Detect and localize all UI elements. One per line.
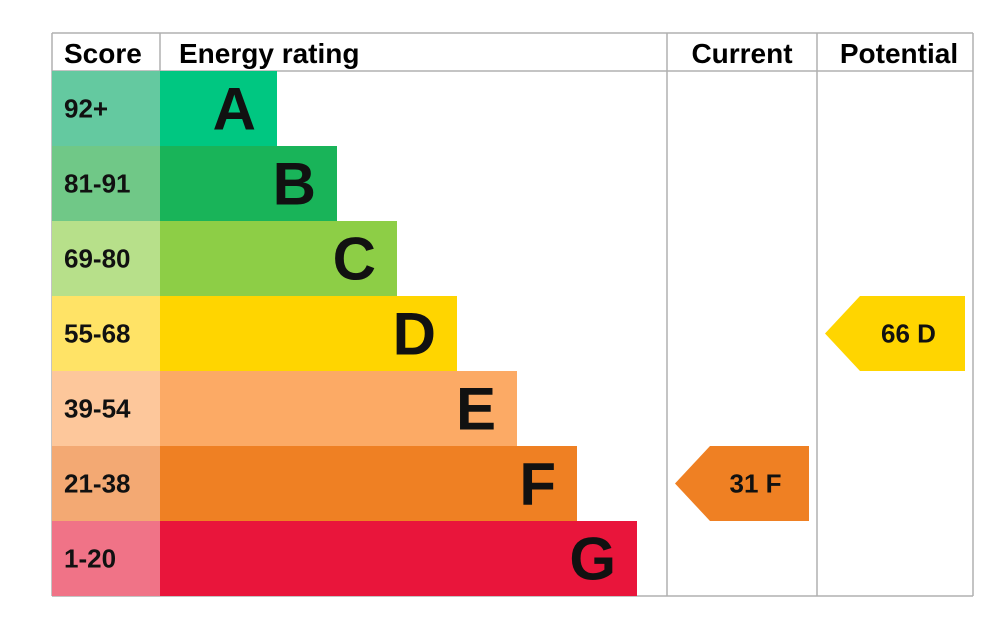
band-letter-g: G: [569, 526, 616, 593]
score-cell-g: [52, 521, 160, 596]
band-bar-b: [160, 146, 337, 221]
header-potential: Potential: [840, 38, 958, 69]
band-letter-b: B: [273, 151, 316, 218]
score-label-f: 21-38: [64, 469, 131, 499]
band-bar-d: [160, 296, 457, 371]
current-arrow: [675, 446, 809, 521]
band-letter-d: D: [393, 301, 436, 368]
band-bar-e: [160, 371, 517, 446]
score-label-e: 39-54: [64, 394, 131, 424]
score-label-d: 55-68: [64, 319, 131, 349]
band-letter-a: A: [213, 76, 256, 143]
potential-arrow: [825, 296, 965, 371]
band-letter-f: F: [519, 451, 556, 518]
score-cell-f: [52, 446, 160, 521]
band-bar-g: [160, 521, 637, 596]
band-bar-f: [160, 446, 577, 521]
rating-arrows: 31 F 66 D: [675, 296, 965, 521]
header-score: Score: [64, 38, 142, 69]
table-header: Score Energy rating Current Potential: [64, 38, 958, 69]
rating-bands: 92+ A 81-91 B 69-80 C 55-68 D 39-54 E 21-38 F 1-20 G: [52, 71, 637, 596]
band-letter-e: E: [456, 376, 496, 443]
band-bar-c: [160, 221, 397, 296]
header-current: Current: [691, 38, 792, 69]
potential-rating-label: 66 D: [881, 319, 936, 349]
score-label-a: 92+: [64, 94, 108, 124]
score-cell-c: [52, 221, 160, 296]
score-cell-d: [52, 296, 160, 371]
band-bar-a: [160, 71, 277, 146]
header-energy-rating: Energy rating: [179, 38, 359, 69]
score-label-g: 1-20: [64, 544, 116, 574]
score-cell-b: [52, 146, 160, 221]
score-label-b: 81-91: [64, 169, 131, 199]
score-label-c: 69-80: [64, 244, 131, 274]
current-rating-label: 31 F: [729, 469, 781, 499]
band-letter-c: C: [333, 226, 376, 293]
score-cell-e: [52, 371, 160, 446]
score-cell-a: [52, 71, 160, 146]
